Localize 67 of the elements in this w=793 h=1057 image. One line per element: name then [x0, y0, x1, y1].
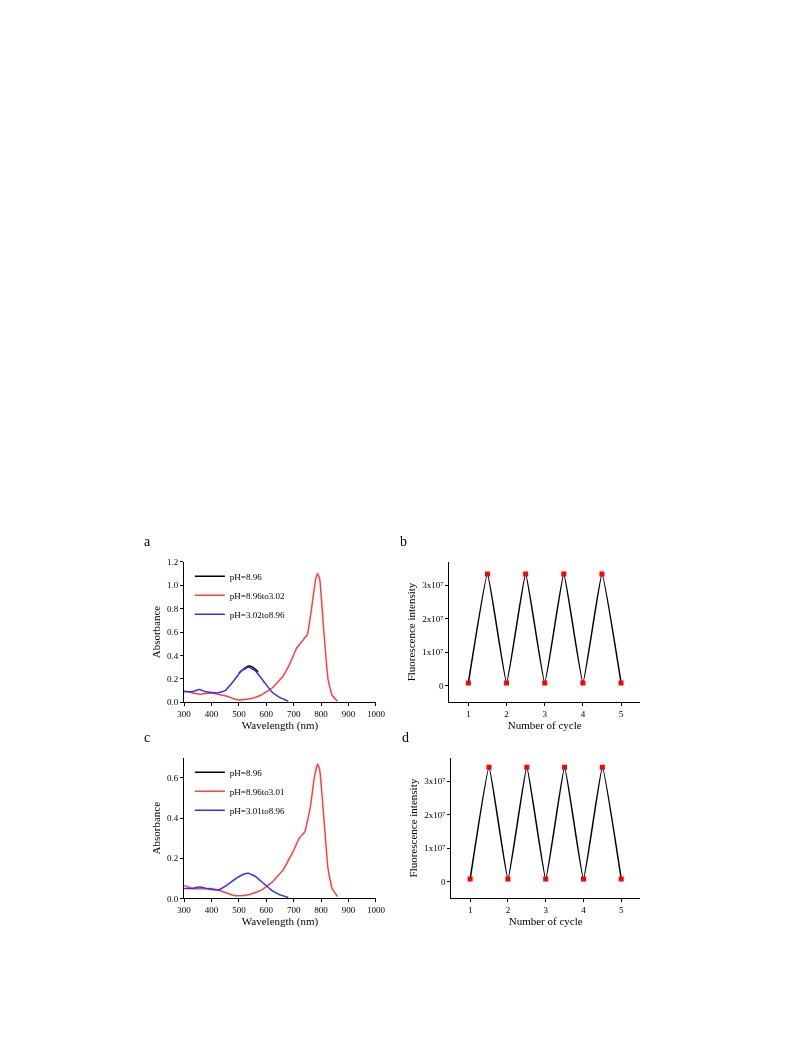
y-tick-label: 0 [440, 876, 446, 887]
y-tick-label: 3x10⁷ [424, 776, 446, 787]
legend-label: pH=8.96 [229, 571, 263, 582]
x-tick-label: 5 [619, 905, 624, 916]
chart-title: c [144, 730, 151, 745]
y-tick-label: 0.6 [167, 773, 179, 784]
x-tick-label: 800 [314, 905, 329, 916]
y-tick-label: 0.0 [167, 697, 179, 708]
y-tick-label: 2x10⁷ [422, 613, 444, 624]
x-tick-label: 1 [466, 709, 471, 720]
x-tick-label: 700 [286, 905, 301, 916]
line-series [184, 763, 339, 898]
y-tick-label: 2x10⁷ [424, 809, 446, 820]
y-tick-label: 0.2 [167, 674, 179, 685]
y-axis-title: Absorbance [149, 605, 162, 659]
x-tick-label: 3 [543, 905, 549, 916]
x-axis-title: Wavelength (nm) [241, 719, 319, 733]
y-tick-label: 0.8 [167, 603, 179, 614]
chart-title: d [402, 730, 409, 745]
x-tick-label: 700 [286, 709, 301, 720]
x-tick-label: 2 [504, 709, 509, 720]
y-axis-title: Fluorescence intensity [406, 778, 419, 878]
chart-title: a [144, 534, 151, 549]
x-tick-label: 2 [505, 905, 511, 916]
x-tick-label: 5 [618, 709, 624, 720]
y-tick-label: 0.4 [167, 650, 179, 661]
x-tick-label: 500 [232, 709, 247, 720]
x-tick-label: 1000 [366, 905, 386, 916]
y-tick-label: 1x10⁷ [422, 647, 444, 658]
x-tick-label: 4 [580, 709, 586, 720]
y-axis-title: Absorbance [149, 801, 162, 855]
y-tick-label: 0.4 [167, 813, 179, 824]
x-tick-label: 1000 [366, 709, 386, 720]
x-tick-label: 400 [204, 709, 219, 720]
x-tick-label: 400 [204, 905, 219, 916]
x-tick-label: 600 [259, 905, 274, 916]
x-tick-label: 800 [314, 709, 329, 720]
legend-label: pH=3.01to8.96 [229, 805, 285, 816]
x-tick-label: 500 [232, 905, 247, 916]
y-tick-label: 0.2 [167, 853, 179, 864]
chart-title: b [400, 534, 407, 549]
legend-label: pH=8.96to3.02 [229, 590, 285, 601]
x-axis-title: Number of cycle [507, 719, 582, 732]
x-axis-title: Number of cycle [508, 915, 583, 928]
line-series [184, 666, 289, 702]
x-tick-label: 4 [581, 905, 587, 916]
y-tick-label: 1.2 [167, 556, 179, 567]
y-axis-title: Fluorescence intensity [405, 582, 418, 682]
line-series [184, 572, 339, 702]
x-tick-label: 3 [542, 709, 548, 720]
legend-label: pH=8.96to3.01 [229, 786, 285, 797]
y-tick-label: 3x10⁷ [422, 580, 444, 591]
x-tick-label: 300 [177, 905, 192, 916]
y-tick-label: 1x10⁷ [424, 843, 446, 854]
y-tick-label: 0 [439, 680, 445, 691]
legend-label: pH=8.96 [229, 767, 263, 778]
x-tick-label: 1 [467, 905, 473, 916]
x-tick-label: 600 [259, 709, 274, 720]
y-tick-label: 1.0 [167, 580, 179, 591]
line-series [184, 872, 289, 899]
y-tick-label: 0.0 [167, 893, 179, 904]
x-tick-label: 900 [341, 709, 356, 720]
x-axis-title: Wavelength (nm) [241, 915, 319, 929]
legend-label: pH=3.02to8.96 [229, 609, 285, 620]
x-tick-label: 900 [341, 905, 356, 916]
x-tick-label: 300 [177, 709, 192, 720]
y-tick-label: 0.6 [167, 627, 179, 638]
